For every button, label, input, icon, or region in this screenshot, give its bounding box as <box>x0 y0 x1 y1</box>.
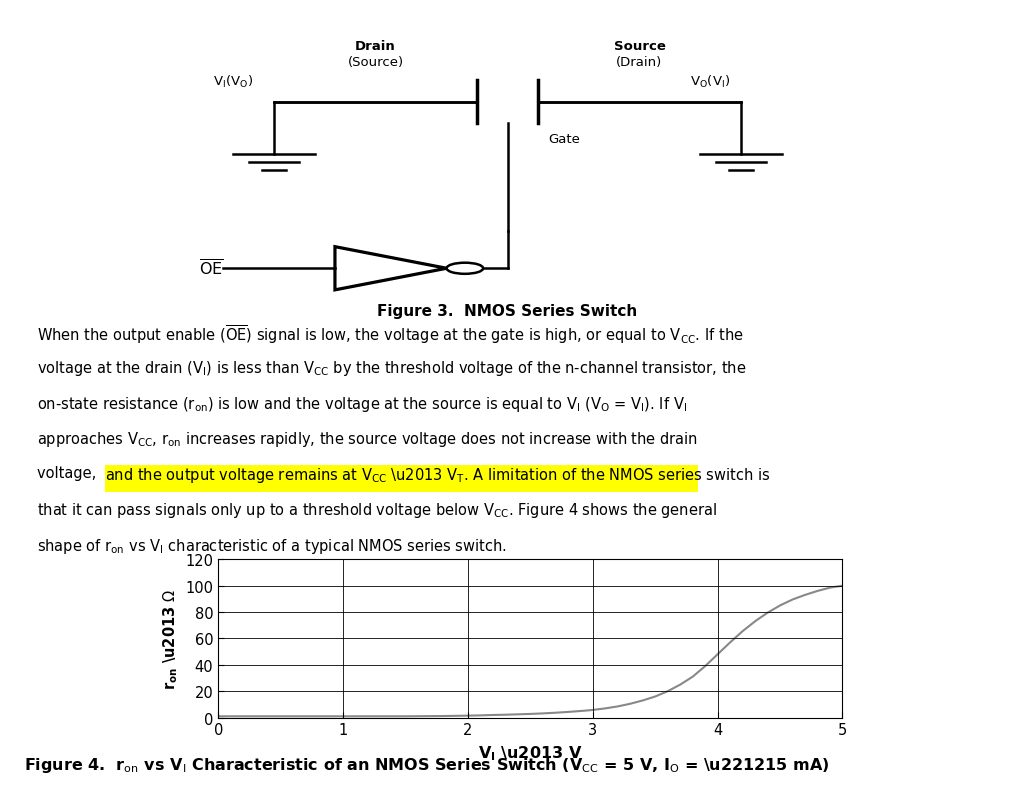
Text: shape of r$_{\mathrm{on}}$ vs V$_{\mathrm{I}}$ characteristic of a typical NMOS : shape of r$_{\mathrm{on}}$ vs V$_{\mathr… <box>38 536 506 555</box>
Text: Figure 3.  NMOS Series Switch: Figure 3. NMOS Series Switch <box>378 303 637 318</box>
Text: Gate: Gate <box>548 133 580 146</box>
Text: Drain: Drain <box>355 41 396 54</box>
Text: $\overline{\mathrm{OE}}$: $\overline{\mathrm{OE}}$ <box>199 259 223 279</box>
X-axis label: V$_{\mathregular{I}}$ \u2013 V: V$_{\mathregular{I}}$ \u2013 V <box>478 743 583 762</box>
Text: (Source): (Source) <box>347 56 404 69</box>
Text: When the output enable ($\overline{\mathrm{OE}}$) signal is low, the voltage at : When the output enable ($\overline{\math… <box>38 324 744 346</box>
Text: and the output voltage remains at V$_{\mathrm{CC}}$ \u2013 V$_{\mathrm{T}}$. A l: and the output voltage remains at V$_{\m… <box>106 465 770 484</box>
FancyBboxPatch shape <box>106 465 697 492</box>
Text: that it can pass signals only up to a threshold voltage below V$_{\mathrm{CC}}$.: that it can pass signals only up to a th… <box>38 500 717 520</box>
Text: Figure 4.  r$_{\mathrm{on}}$ vs V$_{\mathrm{I}}$ Characteristic of an NMOS Serie: Figure 4. r$_{\mathrm{on}}$ vs V$_{\math… <box>24 754 829 774</box>
Text: on-state resistance (r$_{\mathrm{on}}$) is low and the voltage at the source is : on-state resistance (r$_{\mathrm{on}}$) … <box>38 394 687 414</box>
Y-axis label: r$_{\mathregular{on}}$ \u2013 $\Omega$: r$_{\mathregular{on}}$ \u2013 $\Omega$ <box>161 588 180 689</box>
Text: voltage at the drain (V$_{\mathrm{I}}$) is less than V$_{\mathrm{CC}}$ by the th: voltage at the drain (V$_{\mathrm{I}}$) … <box>38 359 746 378</box>
Text: (Drain): (Drain) <box>616 56 663 69</box>
Text: V$_\mathregular{I}$(V$_\mathregular{O}$): V$_\mathregular{I}$(V$_\mathregular{O}$) <box>213 74 254 90</box>
Text: approaches V$_{\mathrm{CC}}$, r$_{\mathrm{on}}$ increases rapidly, the source vo: approaches V$_{\mathrm{CC}}$, r$_{\mathr… <box>38 430 698 448</box>
Text: Source: Source <box>613 41 666 54</box>
Text: voltage,: voltage, <box>38 465 100 480</box>
Text: V$_\mathregular{O}$(V$_\mathregular{I}$): V$_\mathregular{O}$(V$_\mathregular{I}$) <box>690 74 731 90</box>
